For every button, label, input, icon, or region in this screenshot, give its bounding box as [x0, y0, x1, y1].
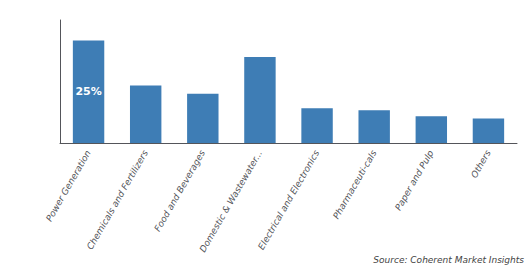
svg-text:Electrical and Electronics: Electrical and Electronics	[256, 148, 321, 251]
svg-text:Pharmaceuti-cals: Pharmaceuti-cals	[331, 148, 379, 220]
svg-text:25%: 25%	[75, 85, 101, 98]
svg-text:Food and Beverages: Food and Beverages	[152, 148, 207, 233]
svg-text:Paper and Pulp: Paper and Pulp	[393, 148, 436, 212]
svg-text:Source: Coherent Market Insigh: Source: Coherent Market Insights	[373, 255, 524, 265]
svg-text:Power Generation: Power Generation	[44, 148, 93, 223]
svg-text:Others: Others	[469, 148, 493, 179]
svg-text:Chemicals and Fertilizers: Chemicals and Fertilizers	[85, 148, 150, 251]
svg-text:Domestic & Wastewater...: Domestic & Wastewater...	[198, 148, 265, 253]
